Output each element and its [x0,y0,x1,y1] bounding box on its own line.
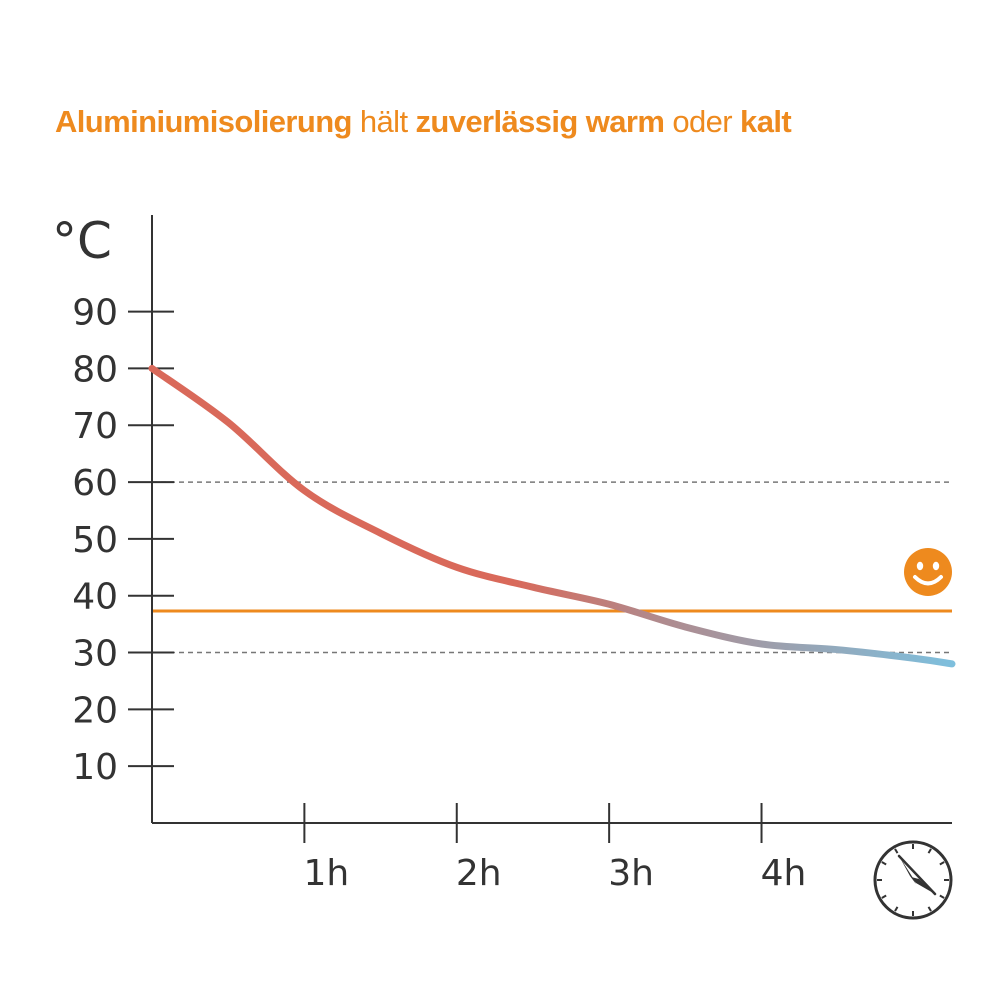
title-part-1: hält [351,104,416,139]
clock-hand-stroke [897,854,937,896]
y-tick-label-60: 60 [72,463,118,504]
clock-mark-8 [881,894,887,899]
clock-mark-4 [939,894,945,899]
clock-mark-7 [894,906,899,912]
clock-hour-hand [899,856,916,884]
clock-mark-10 [881,861,887,866]
title-part-0: Aluminiumisolierung [55,104,352,139]
y-tick-label-80: 80 [72,349,118,390]
smiley-icon [904,548,952,596]
x-tick-label-4h: 4h [761,853,807,894]
x-tick-label-2h: 2h [456,853,502,894]
clock-mark-5 [927,906,932,912]
clock-mark-2 [939,861,945,866]
y-unit-label: °C [52,212,112,270]
smiley-left-eye [916,561,924,571]
chart-title: Aluminiumisolierung hält zuverlässig war… [55,104,792,140]
title-part-3: oder [664,104,741,139]
smiley-mouth [913,575,943,586]
x-tick-label-3h: 3h [608,853,654,894]
x-tick-label-1h: 1h [304,853,350,894]
smiley-right-eye [932,561,940,571]
smiley-face [904,548,952,596]
title-part-2: zuverlässig warm [415,104,665,139]
y-tick-label-50: 50 [72,520,118,561]
y-tick-label-10: 10 [72,747,118,788]
clock-icon [873,840,953,920]
y-tick-label-70: 70 [72,406,118,447]
title-part-4: kalt [740,104,792,139]
y-tick-label-40: 40 [72,577,118,618]
clock-mark-11 [894,848,899,854]
clock-minute-hand [911,877,935,894]
temperature-curve [148,364,956,668]
y-tick-label-30: 30 [72,634,118,675]
clock-mark-1 [927,848,932,854]
y-tick-label-90: 90 [72,293,118,334]
y-tick-label-20: 20 [72,690,118,731]
